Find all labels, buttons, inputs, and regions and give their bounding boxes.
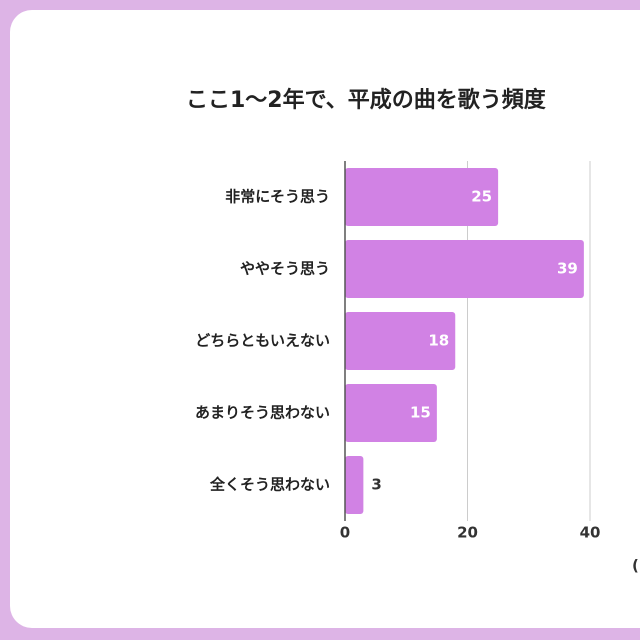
value-label: 25 bbox=[471, 188, 492, 206]
y-tick-label: ややそう思う bbox=[240, 260, 330, 278]
y-tick-label: 全くそう思わない bbox=[209, 476, 330, 494]
y-tick-label: あまりそう思わない bbox=[195, 404, 330, 422]
card bbox=[10, 10, 640, 628]
bar bbox=[345, 456, 364, 514]
bar bbox=[345, 312, 456, 370]
value-label: 15 bbox=[410, 404, 431, 422]
y-tick-label: 非常にそう思う bbox=[225, 188, 330, 206]
value-label: 3 bbox=[371, 476, 381, 494]
bar bbox=[345, 168, 499, 226]
y-tick-label: どちらともいえない bbox=[195, 332, 330, 350]
value-label: 39 bbox=[557, 260, 578, 278]
x-tick-label: 40 bbox=[580, 524, 601, 542]
unit-note: ( bbox=[632, 557, 639, 575]
chart-title: ここ1〜2年で、平成の曲を歌う頻度 bbox=[186, 87, 547, 113]
x-tick-label: 20 bbox=[457, 524, 478, 542]
bar bbox=[345, 384, 437, 442]
value-label: 18 bbox=[428, 332, 449, 350]
bar bbox=[345, 240, 584, 298]
x-tick-label: 0 bbox=[340, 524, 350, 542]
